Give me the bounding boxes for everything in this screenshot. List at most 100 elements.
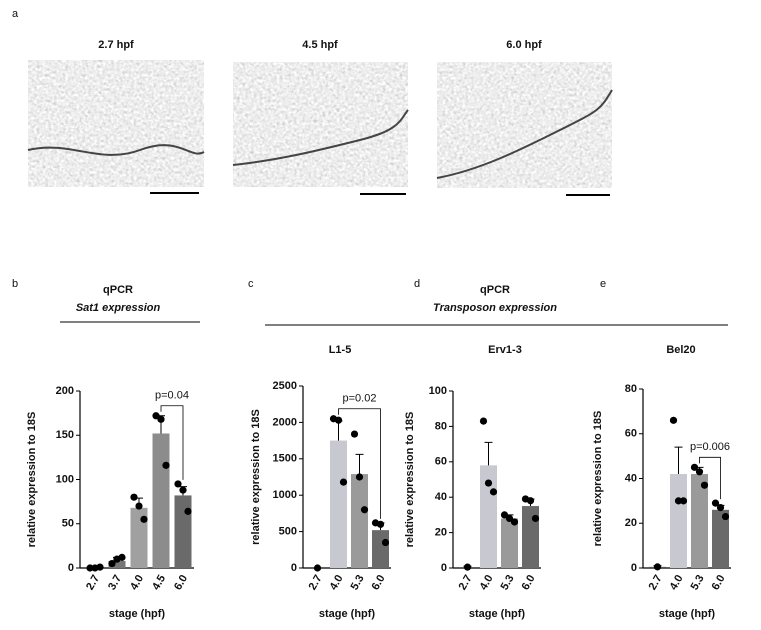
data-point: [130, 493, 138, 501]
data-point: [531, 514, 540, 523]
data-point: [690, 463, 699, 471]
bar: [691, 474, 708, 568]
y-tick-label: 80: [435, 420, 447, 432]
bar: [130, 507, 148, 568]
data-point: [463, 563, 472, 571]
y-tick-label: 0: [631, 562, 637, 574]
data-point: [184, 507, 192, 515]
x-axis-label: stage (hpf): [319, 608, 376, 620]
error-bar: [484, 441, 493, 466]
y-tick-label: 50: [62, 518, 74, 530]
data-point: [339, 478, 348, 486]
y-tick-label: 80: [625, 383, 637, 395]
panel-label: b: [12, 278, 18, 290]
data-point: [674, 497, 683, 505]
data-point: [700, 481, 709, 489]
micrograph-title: 2.7 hpf: [98, 39, 134, 51]
y-tick-label: 150: [56, 429, 74, 441]
data-point: [350, 430, 359, 438]
data-point: [679, 497, 688, 505]
chart-title: Erv1-3: [488, 344, 522, 356]
x-tick-label: 5.3: [689, 573, 707, 592]
data-point: [669, 416, 678, 424]
x-tick-label: 6.0: [172, 573, 190, 592]
data-point: [489, 488, 498, 496]
y-tick-label: 1000: [273, 489, 297, 501]
x-axis-label: stage (hpf): [109, 608, 166, 620]
y-tick-label: 60: [625, 428, 637, 440]
data-point: [118, 553, 126, 561]
x-axis-label: stage (hpf): [659, 608, 716, 620]
y-tick-label: 0: [291, 562, 297, 574]
micrograph-title: 6.0 hpf: [506, 39, 542, 51]
data-point: [360, 506, 369, 514]
data-point: [716, 503, 725, 512]
error-bar: [334, 420, 343, 441]
micrograph: [232, 62, 409, 195]
y-tick-label: 2000: [273, 416, 297, 428]
data-point: [135, 502, 143, 510]
data-point: [179, 486, 187, 494]
data-point: [152, 412, 160, 420]
x-tick-label: 4.0: [668, 573, 686, 592]
micrograph: [27, 60, 205, 194]
y-tick-label: 20: [625, 517, 637, 529]
x-tick-label: 4.0: [478, 573, 496, 592]
chart: Bel20 0 20 40 60 80 relative expression to 18S…: [592, 344, 731, 620]
chart: Erv1-3 0 20 40 60 80 100 relative expression to…: [404, 344, 541, 620]
y-tick-label: 100: [429, 385, 447, 397]
data-point: [162, 461, 170, 469]
x-tick-label: 4.0: [328, 573, 346, 592]
x-tick-label: 6.0: [710, 573, 728, 592]
membrane: [436, 89, 613, 179]
data-point: [711, 499, 720, 507]
bar: [670, 474, 687, 568]
data-point: [140, 515, 148, 523]
panel-label: c: [248, 278, 254, 290]
bar: [351, 474, 368, 568]
data-point: [500, 511, 509, 519]
y-axis-label: relative expression to 18S: [26, 412, 38, 548]
header-title: qPCR: [103, 284, 133, 296]
bar: [152, 433, 170, 568]
y-tick-label: 0: [68, 562, 74, 574]
bar: [330, 440, 347, 568]
y-tick-label: 40: [435, 491, 447, 503]
data-point: [174, 480, 182, 488]
panel-label: d: [414, 278, 420, 290]
y-tick-label: 40: [625, 472, 637, 484]
y-tick-label: 60: [435, 456, 447, 468]
bar: [108, 560, 126, 568]
panel-label: a: [12, 8, 19, 20]
error-bar: [355, 453, 364, 475]
bar: [174, 495, 192, 568]
data-point: [313, 564, 322, 572]
x-tick-label: 5.3: [499, 573, 517, 592]
data-point: [381, 538, 390, 547]
x-tick-label: 2.7: [307, 573, 325, 592]
significance-bracket: [338, 408, 381, 519]
data-point: [86, 564, 94, 572]
x-tick-label: 4.5: [150, 573, 168, 592]
y-tick-label: 100: [56, 473, 74, 485]
data-point: [479, 417, 488, 425]
data-point: [505, 514, 514, 523]
micrograph-image: [437, 62, 612, 188]
data-point: [526, 497, 535, 505]
significance-bracket: [699, 456, 721, 500]
x-tick-label: 6.0: [520, 573, 538, 592]
x-tick-label: 3.7: [106, 573, 124, 592]
header-title: qPCR: [480, 284, 510, 296]
bar: [712, 509, 729, 568]
data-point: [334, 416, 343, 424]
significance-bracket: [160, 405, 184, 480]
data-point: [355, 473, 364, 481]
p-value: p=0.04: [155, 390, 189, 402]
chart: L1-5 0 500 1000 1500 2000 2500 relative express…: [250, 344, 391, 620]
x-tick-label: 2.7: [84, 573, 102, 592]
p-value: p=0.02: [343, 393, 377, 405]
y-tick-label: 500: [279, 526, 297, 538]
data-point: [157, 415, 165, 423]
membrane: [232, 109, 409, 166]
